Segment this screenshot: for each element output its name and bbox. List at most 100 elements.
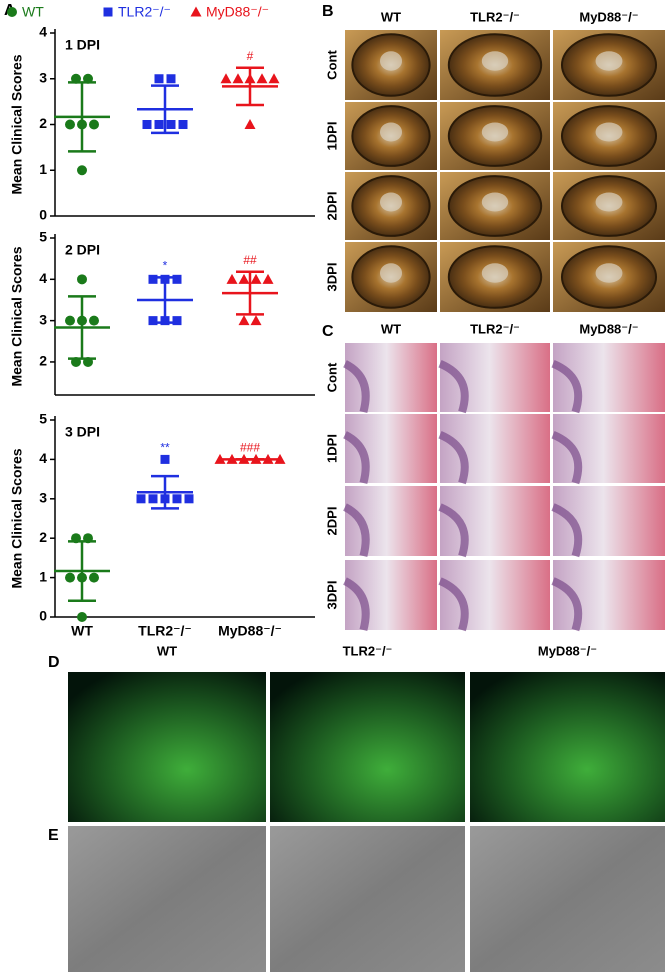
photo-tissue <box>438 360 469 414</box>
point <box>166 74 176 84</box>
photo-pupil <box>595 51 623 71</box>
point <box>232 73 244 84</box>
point <box>274 453 286 464</box>
column-header: MyD88⁻/⁻ <box>579 9 638 24</box>
point <box>142 120 152 129</box>
point <box>172 494 182 504</box>
point <box>65 572 75 583</box>
photo-tissue <box>343 431 370 485</box>
photo-pupil <box>379 263 403 283</box>
photo-pupil <box>481 263 509 283</box>
point <box>256 73 268 84</box>
point <box>89 572 99 583</box>
photo-pupil <box>481 122 509 142</box>
point <box>250 315 262 326</box>
photo <box>270 826 465 972</box>
point <box>262 273 274 284</box>
y-tick-label: 2 <box>39 353 47 369</box>
y-axis-label: Mean Clinical Scores <box>9 246 25 386</box>
point <box>184 494 194 504</box>
subtitle: 1 DPI <box>65 37 100 53</box>
row-label: Cont <box>324 362 339 392</box>
photo-tissue <box>551 503 583 558</box>
y-tick-label: 5 <box>39 229 47 245</box>
panel-label: E <box>48 827 59 844</box>
point <box>65 315 75 326</box>
panel-label: D <box>48 654 60 671</box>
y-tick-label: 2 <box>39 115 47 131</box>
point <box>172 274 182 284</box>
subtitle: 3 DPI <box>65 424 100 440</box>
photo-tissue <box>342 577 370 632</box>
x-tick-label: TLR2⁻/⁻ <box>138 623 192 639</box>
significance: * <box>163 259 168 273</box>
column-header: TLR2⁻/⁻ <box>470 321 520 336</box>
column-header: WT <box>157 643 177 658</box>
column-header: MyD88⁻/⁻ <box>579 321 638 336</box>
significance: ## <box>243 253 257 267</box>
photo-pupil <box>379 51 403 71</box>
column-header: WT <box>381 9 401 24</box>
point <box>178 120 188 129</box>
point <box>89 315 99 326</box>
point <box>220 73 232 84</box>
row-label: 2DPI <box>324 192 339 221</box>
point <box>268 73 280 84</box>
significance: ### <box>240 441 260 455</box>
column-header: TLR2⁻/⁻ <box>470 9 520 24</box>
y-axis-label: Mean Clinical Scores <box>9 54 25 194</box>
y-tick-label: 4 <box>39 450 47 466</box>
legend-label: WT <box>22 4 44 20</box>
row-label: 1DPI <box>324 122 339 151</box>
panel-label: B <box>322 3 334 20</box>
point <box>154 74 164 84</box>
photo-pupil <box>595 122 623 142</box>
y-tick-label: 3 <box>39 69 47 85</box>
row-label: Cont <box>324 50 339 80</box>
point <box>148 274 158 284</box>
point <box>148 494 158 504</box>
point <box>238 315 250 326</box>
photo-pupil <box>481 192 509 212</box>
point <box>148 316 158 326</box>
column-header: MyD88⁻/⁻ <box>538 643 597 658</box>
y-tick-label: 1 <box>39 568 47 584</box>
column-header: TLR2⁻/⁻ <box>343 643 393 658</box>
panel-label: C <box>322 323 334 340</box>
significance: # <box>247 49 254 63</box>
point <box>65 119 75 130</box>
point <box>154 120 164 129</box>
x-tick-label: WT <box>71 623 93 639</box>
point <box>77 612 87 622</box>
point <box>226 273 238 284</box>
legend-label: MyD88⁻/⁻ <box>206 4 269 20</box>
point <box>77 274 87 285</box>
photo-tissue <box>438 431 469 485</box>
photo <box>470 672 665 822</box>
point <box>250 273 262 284</box>
subtitle: 2 DPI <box>65 242 100 258</box>
photo-tissue <box>343 360 370 414</box>
point <box>160 454 170 464</box>
y-tick-label: 3 <box>39 311 47 327</box>
photo-pupil <box>481 51 509 71</box>
y-tick-label: 5 <box>39 411 47 427</box>
photo-tissue <box>551 577 583 632</box>
point <box>77 165 87 176</box>
y-tick-label: 3 <box>39 490 47 506</box>
photo <box>68 672 266 822</box>
photo-tissue <box>438 503 469 558</box>
photo-pupil <box>379 192 403 212</box>
point <box>7 7 17 17</box>
photo-tissue <box>438 577 469 632</box>
column-header: WT <box>381 321 401 336</box>
photo <box>470 826 665 972</box>
point <box>136 494 146 504</box>
point <box>214 453 226 464</box>
x-tick-label: MyD88⁻/⁻ <box>218 623 282 639</box>
photo-pupil <box>379 122 403 142</box>
point <box>172 316 182 326</box>
photo-tissue <box>342 503 370 558</box>
row-label: 3DPI <box>324 263 339 292</box>
